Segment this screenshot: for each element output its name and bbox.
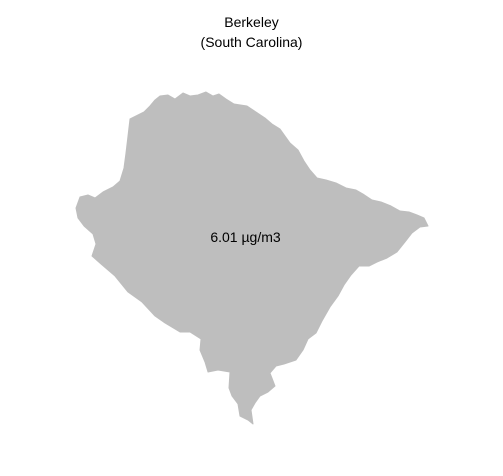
map-title-state: (South Carolina): [200, 34, 303, 50]
county-value-label: 6.01 µg/m3: [0, 228, 503, 246]
pm25-value: 6.01 µg/m3: [210, 229, 281, 245]
map-title-county: Berkeley: [224, 14, 279, 30]
map-title: Berkeley (South Carolina): [0, 12, 503, 52]
county-shape: [75, 91, 429, 425]
